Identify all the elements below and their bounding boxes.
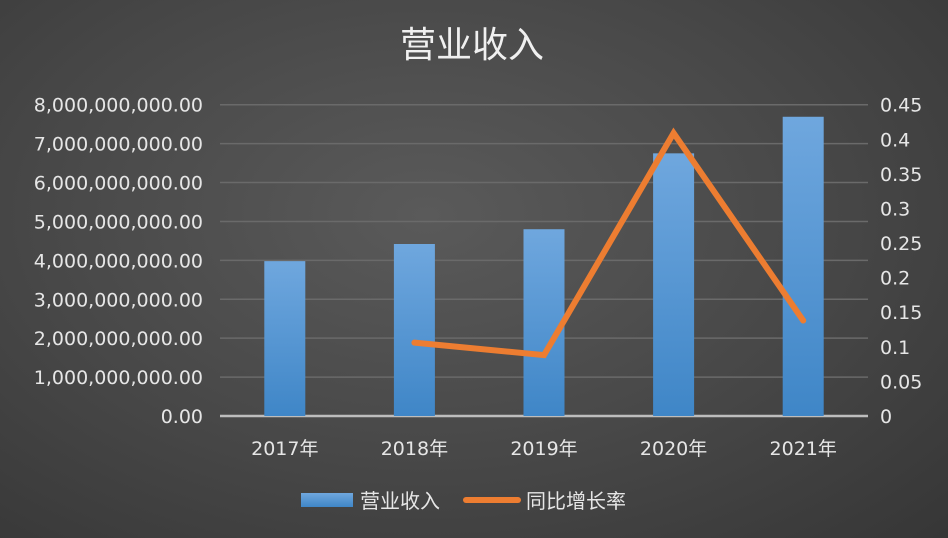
y-left-tick-label: 3,000,000,000.00 [34, 289, 203, 311]
y-left-tick-label: 8,000,000,000.00 [34, 95, 203, 117]
x-tick-label: 2017年 [251, 438, 318, 460]
y-right-tick-label: 0.2 [880, 268, 910, 290]
legend-label-bar: 营业收入 [360, 489, 440, 513]
bar [264, 261, 306, 416]
y-right-tick-label: 0.1 [880, 337, 910, 359]
y-left-tick-label: 6,000,000,000.00 [34, 173, 203, 195]
bar [523, 229, 565, 416]
y-right-tick-label: 0.15 [880, 302, 922, 324]
y-right-tick-label: 0.25 [880, 233, 922, 255]
y-left-tick-label: 5,000,000,000.00 [34, 211, 203, 233]
x-tick-label: 2018年 [381, 438, 448, 460]
y-left-tick-label: 2,000,000,000.00 [34, 328, 203, 350]
legend-swatch-bar [301, 493, 353, 507]
x-tick-label: 2020年 [640, 438, 707, 460]
legend: 营业收入 同比增长率 [301, 489, 626, 513]
x-tick-label: 2019年 [510, 438, 577, 460]
y-right-tick-label: 0.4 [880, 129, 910, 151]
y-right-tick-label: 0 [880, 406, 892, 428]
y-left-tick-label: 7,000,000,000.00 [34, 134, 203, 156]
y-left-tick-label: 0.00 [161, 406, 203, 428]
chart-title: 营业收入 [400, 25, 544, 66]
x-tick-label: 2021年 [770, 438, 837, 460]
legend-label-line: 同比增长率 [526, 489, 626, 513]
y-left-tick-label: 1,000,000,000.00 [34, 367, 203, 389]
bar [393, 244, 435, 416]
bar [782, 116, 824, 416]
y-right-tick-label: 0.05 [880, 371, 922, 393]
y-right-tick-label: 0.35 [880, 164, 922, 186]
y-right-tick-label: 0.45 [880, 95, 922, 117]
bar [653, 153, 695, 416]
y-left-tick-label: 4,000,000,000.00 [34, 250, 203, 272]
growth-line [411, 127, 807, 359]
y-right-tick-label: 0.3 [880, 198, 910, 220]
